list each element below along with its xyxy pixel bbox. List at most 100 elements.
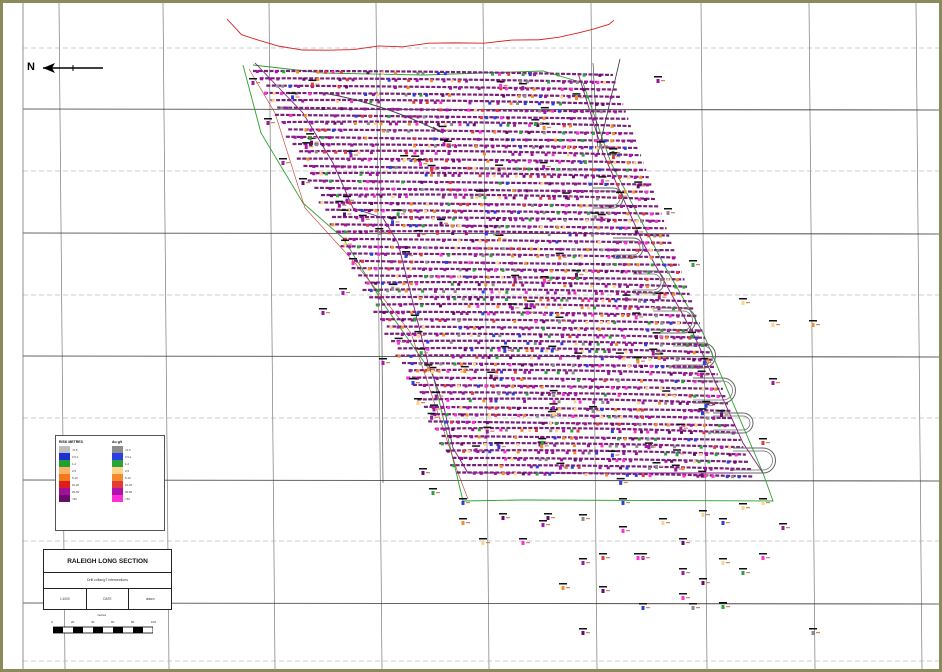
sample-mark <box>398 245 402 249</box>
sample-mark <box>401 325 405 329</box>
intersection-bar <box>596 141 605 143</box>
intersection-tag <box>426 472 430 474</box>
sample-mark <box>306 157 310 161</box>
sample-mark <box>560 95 564 99</box>
sample-mark <box>558 102 562 106</box>
intersection-bar <box>419 468 427 470</box>
legend-label: 1-2 <box>72 461 77 466</box>
sample-mark <box>310 121 314 125</box>
intersection-bar <box>540 122 549 125</box>
intersection-tag <box>547 126 552 129</box>
sample-mark <box>377 296 381 300</box>
intersection-bar <box>438 125 447 128</box>
intersection-bar <box>394 337 403 340</box>
title-fields: 1:1000 DATE drawn <box>44 588 171 609</box>
sample-mark <box>410 362 414 366</box>
sample-mark <box>499 123 503 127</box>
sample-mark <box>436 173 440 177</box>
intersection-bar <box>719 558 727 560</box>
intersection-tag <box>365 218 370 220</box>
sample-mark <box>590 233 594 237</box>
sample-mark <box>549 218 553 222</box>
sample-mark <box>596 226 600 230</box>
intersection-mark <box>304 145 308 150</box>
sample-mark <box>412 93 416 97</box>
sample-mark <box>462 195 466 199</box>
sample-mark <box>505 138 509 142</box>
sample-mark <box>413 144 417 148</box>
sample-mark <box>668 365 672 369</box>
intersection-bar <box>460 365 469 368</box>
sample-mark <box>523 370 527 374</box>
intersection-tag <box>706 582 710 584</box>
sample-mark <box>557 175 561 179</box>
sample-mark <box>469 333 473 337</box>
sample-mark <box>714 387 718 391</box>
sample-mark <box>702 423 706 427</box>
sample-mark <box>614 212 618 216</box>
sample-mark <box>481 290 485 294</box>
sample-mark <box>255 70 259 74</box>
scale-label: 100 <box>151 620 157 624</box>
sample-mark <box>381 209 385 213</box>
sample-mark <box>556 73 560 77</box>
intersection-mark <box>564 195 568 200</box>
sample-mark <box>709 467 713 471</box>
sample-mark <box>561 378 565 382</box>
sample-mark <box>372 194 376 198</box>
intersection-tag <box>313 137 318 139</box>
sample-mark <box>725 475 729 479</box>
intersection-tag <box>659 336 664 338</box>
scale-label: 80 <box>131 620 135 624</box>
sample-mark <box>434 297 438 301</box>
sample-mark <box>424 275 428 279</box>
sample-mark <box>621 139 625 143</box>
sample-mark <box>568 138 572 142</box>
sample-mark <box>674 285 678 289</box>
sample-mark <box>494 167 498 171</box>
intersection-mark <box>702 360 706 365</box>
sample-mark <box>573 451 577 455</box>
sample-mark <box>664 452 668 456</box>
sample-mark <box>457 159 461 163</box>
intersection-bar <box>619 526 627 528</box>
sample-mark <box>585 320 589 324</box>
sample-mark <box>303 114 307 118</box>
sample-mark <box>608 335 612 339</box>
sample-mark <box>576 131 580 135</box>
intersection-bar <box>288 92 297 94</box>
sample-mark <box>422 391 426 395</box>
sample-mark <box>350 100 354 104</box>
sample-mark <box>694 423 698 427</box>
sample-mark <box>382 318 386 322</box>
sample-mark <box>565 451 569 455</box>
sample-mark <box>639 285 643 289</box>
sample-mark <box>438 304 442 308</box>
sample-mark <box>459 355 463 359</box>
intersection-bar <box>639 553 647 555</box>
intersection-mark <box>600 179 604 184</box>
intersection-tag <box>518 278 523 280</box>
intersection-bar <box>531 119 540 121</box>
sample-mark <box>467 108 471 112</box>
intersection-tag <box>506 517 510 519</box>
sample-mark <box>711 474 715 478</box>
sample-mark <box>549 269 553 273</box>
sample-mark <box>682 372 686 376</box>
sample-mark <box>382 311 386 315</box>
intersection-bar <box>574 352 583 354</box>
intersection-bar <box>500 345 509 348</box>
sample-mark <box>558 356 562 360</box>
sample-mark <box>357 136 361 140</box>
sample-mark <box>673 445 677 449</box>
sample-mark <box>384 252 388 256</box>
sample-mark <box>429 173 433 177</box>
sample-mark <box>394 165 398 169</box>
sample-mark <box>594 153 598 157</box>
intersection-tag <box>347 213 352 215</box>
sample-mark <box>473 326 477 330</box>
sample-mark <box>359 172 363 176</box>
intersection-bar <box>609 148 617 150</box>
intersection-mark <box>478 193 482 198</box>
sample-mark <box>280 106 284 110</box>
